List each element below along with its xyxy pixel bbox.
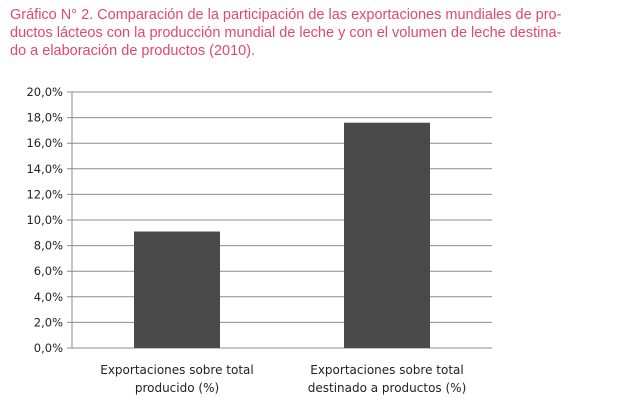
y-tick-label: 0,0%: [34, 341, 63, 355]
y-tick-label: 14,0%: [26, 162, 63, 176]
caption-line-3: do a elaboración de productos (2010).: [10, 43, 256, 59]
caption-line-2: ductos lácteos con la producción mundial…: [10, 25, 562, 41]
y-tick-label: 10,0%: [26, 213, 63, 227]
y-tick-label: 16,0%: [26, 136, 63, 150]
bar: [344, 122, 430, 348]
y-tick-label: 20,0%: [26, 85, 63, 99]
caption-line-1: Gráfico N° 2. Comparación de la particip…: [10, 7, 562, 23]
bar: [134, 231, 220, 348]
x-category-label: Exportaciones sobre total: [100, 363, 253, 377]
bars: [134, 122, 430, 348]
y-tick-label: 6,0%: [34, 264, 63, 278]
y-tick-label: 18,0%: [26, 111, 63, 125]
y-axis-ticks: 0,0% 2,0% 4,0% 6,0% 8,0% 10,0% 12,0% 14,0% 16,0%…: [26, 85, 63, 355]
x-category-label: Exportaciones sobre total: [310, 363, 463, 377]
y-tick-label: 8,0%: [34, 239, 63, 253]
y-tick-label: 2,0%: [34, 315, 63, 329]
x-category-label: destinado a productos (%): [308, 381, 467, 395]
x-axis-categories: Exportaciones sobre total producido (%) Ex…: [100, 363, 466, 395]
y-tick-label: 12,0%: [26, 187, 63, 201]
y-tick-label: 4,0%: [34, 290, 63, 304]
chart-caption: Gráfico N° 2. Comparación de la particip…: [10, 6, 630, 60]
x-category-label: producido (%): [135, 381, 219, 395]
